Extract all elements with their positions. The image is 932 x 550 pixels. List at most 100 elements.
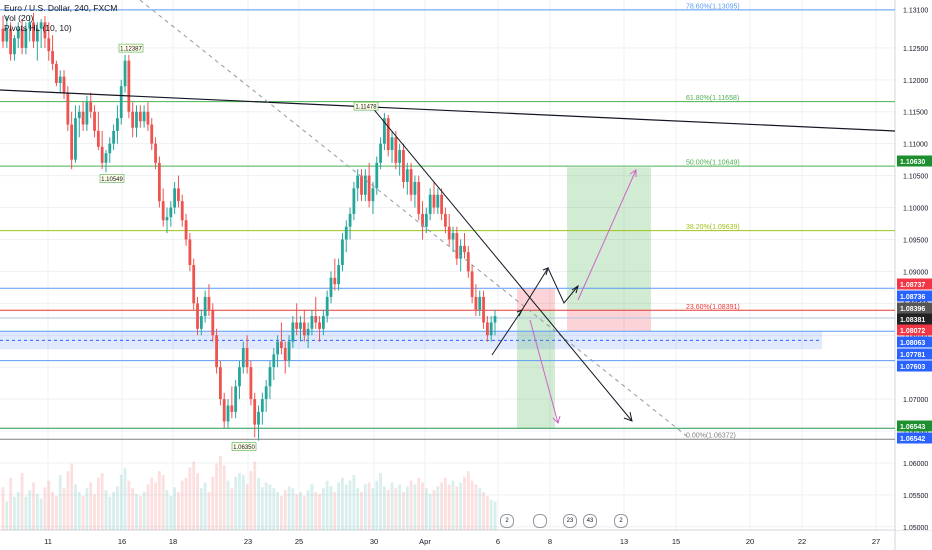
candle-body <box>161 201 165 221</box>
candle-body <box>112 130 116 144</box>
candle-body <box>424 213 428 227</box>
volume-bar <box>482 492 485 530</box>
candle-body <box>398 150 402 163</box>
volume-bar <box>402 492 405 530</box>
volume-bar <box>135 493 138 530</box>
candle-body <box>341 239 344 265</box>
candle-body <box>211 309 215 336</box>
candle-body <box>104 153 108 163</box>
volume-bar <box>89 482 93 530</box>
price-badge <box>897 324 932 336</box>
volume-bar <box>177 492 180 530</box>
candle-body <box>302 322 306 336</box>
candle-body <box>150 124 154 144</box>
candle-body <box>177 188 180 202</box>
price-axis[interactable]: 1.13100 1.12500 1.12000 1.11500 1.11000 1.105… <box>896 0 932 532</box>
time-tick-label: 11 <box>44 537 52 546</box>
volume-bar <box>451 480 455 530</box>
short-arrow <box>529 319 559 424</box>
price-tick-label: 1.11500 <box>903 110 928 117</box>
candle-body <box>409 169 413 195</box>
price-badge-text: 1.08737 <box>900 282 925 289</box>
volume-indicator-label[interactable]: Vol (20) <box>4 13 34 23</box>
volume-bar <box>173 487 177 530</box>
candle-body <box>318 322 321 329</box>
fib-level-label: 38.20%(1.09639) <box>686 224 740 231</box>
candle-body <box>375 162 379 189</box>
time-tick-label: 13 <box>620 537 628 546</box>
volume-bar <box>104 490 108 530</box>
price-badge <box>897 302 932 314</box>
candle-body <box>295 322 299 329</box>
volume-bar <box>203 482 207 530</box>
candle-body <box>478 296 482 310</box>
fibonacci-retracement[interactable]: 78.60%(1.13095) 61.80%(1.11658) 50.00%(1.1… <box>0 3 895 440</box>
volume-bar <box>371 488 375 530</box>
candle-body <box>440 194 444 214</box>
us-flag-event-icon[interactable]: 2 <box>614 514 628 528</box>
candle-body <box>333 277 337 285</box>
candle-body <box>344 226 348 240</box>
candle-body <box>127 60 131 112</box>
candle-body <box>169 207 173 218</box>
volume-bar <box>96 477 100 530</box>
price-badge <box>897 313 932 325</box>
volume-bar <box>302 495 306 530</box>
us-flag-event-icon[interactable]: 43 <box>583 514 597 528</box>
arrow-head <box>552 415 561 424</box>
candle-body <box>119 86 123 119</box>
price-badge <box>897 336 932 348</box>
candle-body <box>131 111 135 128</box>
volume-bar <box>318 493 321 530</box>
candle-body <box>222 399 226 422</box>
dashed-trendline <box>139 0 689 438</box>
candle-body <box>43 22 47 39</box>
candle-body <box>196 303 199 329</box>
pivots-indicator-label[interactable]: Pivots HL (10, 10) <box>4 23 72 33</box>
price-badge-text: 1.08072 <box>900 328 925 335</box>
price-tick-label: 1.05000 <box>903 525 928 532</box>
time-tick-label: 15 <box>672 537 680 546</box>
volume-bar <box>470 480 474 530</box>
volume-bar <box>13 496 16 530</box>
volume-bar <box>157 471 161 530</box>
candle-body <box>444 213 447 227</box>
candle-body <box>260 399 264 412</box>
trend-drawings[interactable] <box>0 0 896 438</box>
volume-bar <box>234 476 238 530</box>
volume-bar <box>24 496 28 530</box>
candle-body <box>93 111 96 131</box>
symbol-title[interactable]: Euro / U.S. Dollar, 240, FXCM <box>4 3 118 13</box>
candle-body <box>306 328 310 336</box>
volume-bar <box>146 484 150 530</box>
candle-body <box>253 399 257 425</box>
economic-event-icon[interactable]: 2 <box>500 514 514 528</box>
candle-body <box>9 28 13 55</box>
time-tick-label: 8 <box>548 537 552 546</box>
us-flag-event-icon[interactable] <box>533 514 547 528</box>
time-axis[interactable]: 11 16 18 23 25 30 Apr 6 8 13 15 20 22 27 <box>44 537 880 546</box>
candle-body <box>432 194 436 208</box>
volume-bar <box>5 501 9 530</box>
volume-bar <box>123 468 127 530</box>
us-flag-event-icon[interactable]: 23 <box>563 514 577 528</box>
long-target-zone <box>567 167 651 310</box>
candle-body <box>35 28 39 42</box>
price-badge-text: 1.10630 <box>900 159 925 166</box>
volume-bar <box>138 495 142 530</box>
candle-body <box>382 118 386 144</box>
volume-bar <box>77 492 81 530</box>
arrow-head <box>623 411 633 422</box>
pivot-label-text: 1.10549 <box>101 177 123 183</box>
volume-bar <box>299 492 302 530</box>
volume-bar <box>192 461 196 530</box>
candle-body <box>310 316 314 329</box>
time-tick-label: 27 <box>872 537 880 546</box>
candle-body <box>154 143 157 163</box>
volume-bar <box>367 482 371 530</box>
volume-bar <box>444 477 447 530</box>
candle-body <box>474 296 478 310</box>
